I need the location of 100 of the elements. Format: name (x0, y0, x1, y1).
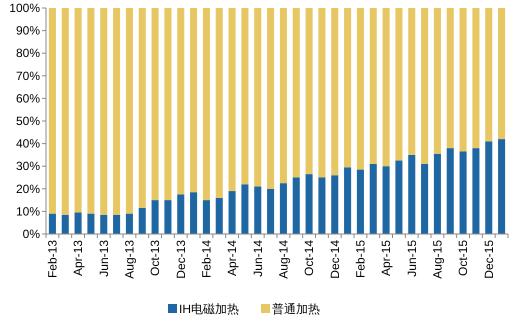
bar (152, 8, 159, 200)
bar (138, 208, 146, 234)
y-tick-label: 0% (22, 227, 40, 241)
bar (318, 178, 326, 234)
bar (306, 174, 313, 234)
bar (460, 8, 467, 152)
x-tick-label: Jun-15 (404, 240, 419, 277)
bar (126, 8, 133, 214)
x-tick-label: Feb-14 (199, 240, 214, 278)
x-tick-label: Aug-15 (430, 240, 444, 279)
x-tick-label: Oct-15 (456, 240, 470, 276)
bar (113, 8, 120, 215)
bar (254, 186, 262, 234)
bar (446, 8, 454, 148)
bar (62, 214, 69, 234)
y-tick-label: 50% (16, 114, 40, 128)
y-tick-label: 10% (16, 204, 40, 218)
bar (421, 164, 428, 234)
bar (241, 8, 248, 184)
bar (356, 170, 364, 234)
x-tick-label: Aug-14 (276, 240, 290, 279)
legend-label: IH电磁加热 (179, 302, 239, 316)
bar (331, 175, 338, 234)
bar (74, 8, 82, 213)
bar (434, 8, 441, 154)
bar (306, 8, 313, 174)
bar (202, 200, 210, 234)
bar (87, 8, 94, 214)
bar (113, 214, 120, 234)
x-tick-label: Feb-15 (353, 240, 368, 278)
legend-label: 普通加热 (272, 302, 320, 316)
bar (267, 8, 274, 189)
bar (408, 154, 416, 234)
bar (395, 8, 402, 161)
bar (318, 8, 326, 178)
bar (331, 8, 338, 176)
bar (292, 8, 300, 178)
bar (100, 8, 108, 215)
bar (126, 214, 133, 234)
bar (344, 8, 352, 168)
x-tick-label: Apr-14 (225, 240, 240, 276)
x-tick-label: Oct-14 (302, 240, 316, 276)
y-tick-label: 40% (16, 136, 40, 151)
x-tick-label: Dec-15 (482, 240, 496, 279)
bar (177, 8, 184, 194)
x-tick-label: Jun-13 (96, 240, 111, 277)
bar (62, 8, 69, 215)
bar (498, 8, 506, 140)
bar (460, 152, 467, 234)
bar (152, 200, 159, 234)
bar (485, 8, 492, 142)
y-tick-label: 20% (16, 182, 40, 196)
bar (356, 8, 364, 170)
bar (216, 8, 223, 198)
bar (87, 214, 94, 234)
x-tick-label: Dec-13 (174, 240, 188, 279)
bar (370, 8, 377, 164)
bar (190, 192, 198, 234)
bar (344, 167, 352, 234)
bar (267, 188, 274, 234)
bar (228, 8, 236, 192)
x-tick-label: Dec-14 (328, 240, 342, 279)
x-tick-label: Aug-13 (122, 240, 136, 279)
bar (48, 8, 56, 214)
bar (446, 148, 454, 234)
bar (395, 160, 402, 234)
y-tick-label: 80% (16, 46, 40, 60)
bar (382, 8, 390, 166)
y-tick-label: 30% (16, 159, 40, 174)
bar (164, 8, 172, 200)
y-tick-label: 90% (16, 24, 40, 38)
bar (472, 8, 480, 148)
bar (164, 200, 172, 234)
bar (254, 8, 262, 187)
x-tick-label: Apr-13 (71, 240, 86, 276)
bar (202, 8, 210, 200)
y-tick-label: 60% (16, 91, 40, 106)
bar (280, 8, 287, 184)
bar (498, 139, 506, 234)
x-tick-label: Oct-13 (148, 240, 162, 276)
bar (48, 214, 56, 234)
bar (216, 198, 223, 234)
y-tick-label: 70% (16, 68, 40, 83)
bar (100, 214, 108, 234)
bar (241, 184, 248, 234)
bar (472, 148, 480, 234)
bar (280, 183, 287, 234)
bar (190, 8, 198, 192)
bar (485, 141, 492, 234)
bar (292, 178, 300, 234)
bar (421, 8, 428, 164)
bar (382, 166, 390, 234)
x-tick-label: Feb-13 (45, 240, 60, 278)
x-tick-label: Jun-14 (250, 240, 265, 277)
x-tick-label: Apr-15 (379, 240, 394, 276)
bar (138, 8, 146, 208)
bar (370, 164, 377, 234)
y-tick-label: 100% (9, 1, 40, 15)
bar (228, 191, 236, 234)
bar (177, 194, 184, 234)
